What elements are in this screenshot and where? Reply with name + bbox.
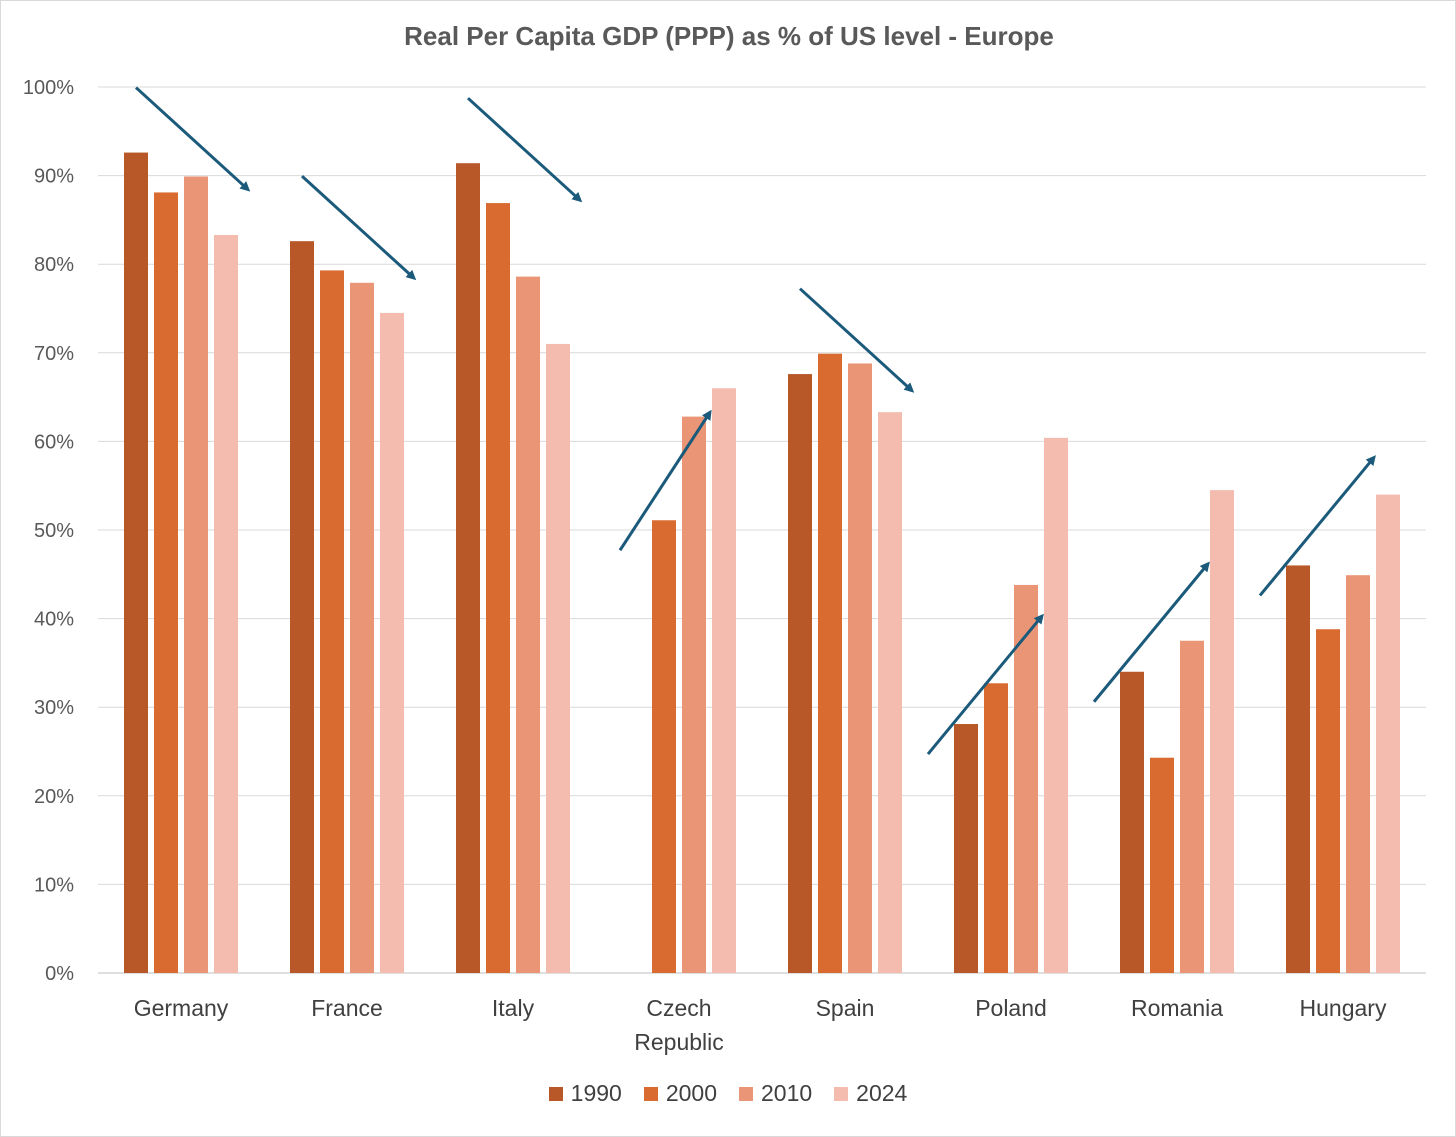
y-tick-label: 90% bbox=[34, 166, 74, 188]
x-tick-label: Spain bbox=[816, 995, 875, 1021]
bar-2000-spain bbox=[818, 353, 842, 973]
chart-title: Real Per Capita GDP (PPP) as % of US lev… bbox=[404, 21, 1054, 51]
bar-2000-poland bbox=[984, 683, 1008, 973]
legend: 1990 2000 2010 2024 bbox=[0, 1080, 1456, 1107]
bar-2010-romania bbox=[1180, 640, 1204, 973]
bar-2000-france bbox=[320, 270, 344, 974]
trend-arrow-down bbox=[300, 175, 417, 281]
x-tick-label: Germany bbox=[134, 995, 229, 1021]
trend-arrow-up bbox=[926, 613, 1044, 755]
bar-1990-poland bbox=[954, 724, 978, 973]
y-tick-label: 30% bbox=[34, 697, 74, 719]
bar-2024-romania bbox=[1210, 490, 1234, 973]
bar-2010-italy bbox=[516, 276, 540, 973]
bar-2010-france bbox=[350, 282, 374, 973]
legend-swatch bbox=[643, 1086, 658, 1101]
bar-2010-hungary bbox=[1346, 575, 1370, 973]
bar-1990-spain bbox=[788, 374, 812, 974]
gridlines bbox=[98, 86, 1426, 974]
legend-item-2024: 2024 bbox=[834, 1080, 907, 1107]
bar-1990-italy bbox=[456, 163, 480, 974]
y-tick-label: 80% bbox=[34, 254, 74, 276]
legend-swatch bbox=[548, 1086, 563, 1101]
bar-2000-hungary bbox=[1316, 629, 1340, 973]
trend-arrows bbox=[134, 86, 1376, 755]
legend-label: 1990 bbox=[570, 1080, 622, 1106]
bar-2000-czech-republic bbox=[652, 520, 676, 973]
bar-1990-hungary bbox=[1286, 565, 1310, 973]
legend-label: 2010 bbox=[761, 1080, 813, 1106]
legend-item-2000: 2000 bbox=[643, 1080, 717, 1107]
trend-arrow-down bbox=[466, 97, 583, 203]
trend-arrow-up bbox=[618, 409, 712, 552]
legend-swatch bbox=[739, 1086, 753, 1101]
x-tick-label: Italy bbox=[492, 995, 535, 1021]
bar-2000-romania bbox=[1150, 757, 1174, 973]
x-axis: Germany France Italy Czech Republic Spain Pola… bbox=[134, 995, 1387, 1055]
bar-2024-france bbox=[380, 312, 404, 973]
bar-2024-spain bbox=[878, 412, 902, 973]
x-tick-label: Czech Republic bbox=[634, 995, 724, 1055]
bar-2010-germany bbox=[184, 176, 208, 974]
trend-arrow-down bbox=[798, 287, 915, 393]
bar-2024-poland bbox=[1044, 437, 1068, 974]
x-tick-label: Poland bbox=[975, 995, 1047, 1021]
bar-1990-france bbox=[290, 241, 314, 973]
bar-2024-czech-republic bbox=[712, 388, 736, 973]
y-tick-label: 0% bbox=[45, 963, 74, 985]
legend-label: 2000 bbox=[665, 1080, 717, 1106]
bar-2024-hungary bbox=[1376, 494, 1400, 973]
legend-item-1990: 1990 bbox=[548, 1080, 622, 1107]
y-tick-label: 40% bbox=[34, 609, 74, 631]
y-tick-label: 70% bbox=[34, 343, 74, 365]
bar-1990-germany bbox=[124, 152, 148, 974]
bar-2010-czech-republic bbox=[682, 416, 706, 973]
bar-2024-germany bbox=[214, 234, 238, 973]
y-tick-label: 10% bbox=[34, 874, 74, 896]
bars bbox=[124, 152, 1400, 974]
y-tick-label: 20% bbox=[34, 786, 74, 808]
trend-arrow-up bbox=[1258, 455, 1376, 597]
x-tick-label: Romania bbox=[1131, 995, 1223, 1021]
x-tick-label: France bbox=[311, 995, 383, 1021]
legend-swatch bbox=[834, 1086, 849, 1101]
bar-2010-spain bbox=[848, 363, 872, 973]
bar-2010-poland bbox=[1014, 584, 1038, 973]
x-tick-label: Hungary bbox=[1300, 995, 1387, 1021]
y-tick-label: 100% bbox=[23, 77, 74, 99]
y-tick-label: 60% bbox=[34, 431, 74, 453]
trend-arrow-down bbox=[134, 86, 251, 192]
legend-item-2010: 2010 bbox=[739, 1080, 812, 1107]
bar-2000-germany bbox=[154, 192, 178, 973]
y-tick-label: 50% bbox=[34, 520, 74, 542]
y-axis: 0% 10% 20% 30% 40% 50% 60% 70% 80% 90% 100% bbox=[23, 77, 74, 985]
bar-2000-italy bbox=[486, 203, 510, 974]
legend-label: 2024 bbox=[856, 1080, 908, 1106]
bar-1990-romania bbox=[1120, 671, 1144, 973]
bar-2024-italy bbox=[546, 343, 570, 973]
trend-arrow-up bbox=[1092, 561, 1210, 703]
